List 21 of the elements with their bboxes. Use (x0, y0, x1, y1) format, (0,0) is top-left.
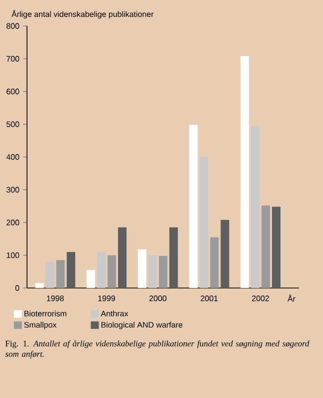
bar (86, 270, 96, 288)
caption: Fig. 1. Antallet af årlige videnskabelige publikationer fundet ved søgning med søgeord som anført. (5, 340, 310, 359)
bar (118, 227, 127, 288)
bar (251, 126, 260, 288)
bar (200, 157, 208, 288)
bar (56, 260, 65, 288)
bar (148, 255, 157, 288)
bar (240, 56, 250, 288)
bar (66, 252, 76, 288)
bar (138, 249, 146, 288)
bar (272, 206, 280, 288)
bar (262, 205, 270, 288)
bar (189, 124, 198, 288)
bar (169, 227, 178, 288)
bar (210, 237, 219, 288)
bar (46, 262, 54, 288)
bar (220, 220, 230, 288)
bar (97, 252, 106, 288)
bar (35, 283, 44, 288)
bar (158, 256, 168, 288)
bar (108, 255, 116, 288)
